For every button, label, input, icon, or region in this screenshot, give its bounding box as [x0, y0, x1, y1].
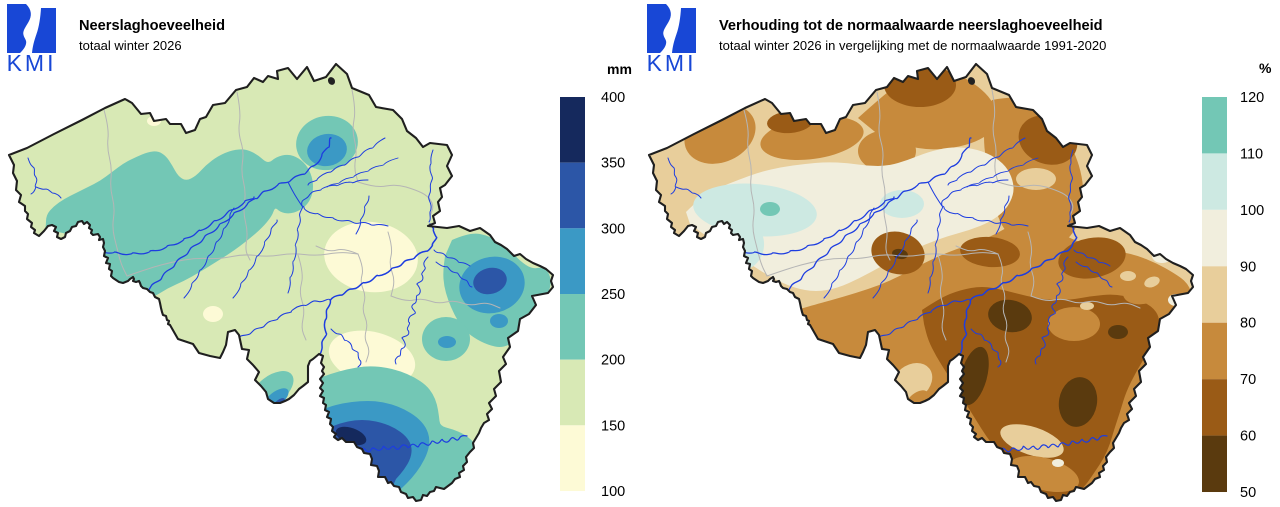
svg-text:400: 400 — [601, 90, 625, 106]
svg-text:totaal winter 2026 in vergelij: totaal winter 2026 in vergelijking met d… — [719, 38, 1106, 53]
svg-text:70: 70 — [1240, 372, 1256, 388]
svg-text:120: 120 — [1240, 90, 1264, 106]
svg-text:mm: mm — [607, 61, 632, 77]
svg-text:150: 150 — [601, 418, 625, 434]
svg-text:%: % — [1259, 60, 1272, 76]
svg-text:80: 80 — [1240, 316, 1256, 332]
svg-text:100: 100 — [601, 484, 625, 500]
svg-text:60: 60 — [1240, 429, 1256, 445]
svg-text:350: 350 — [601, 156, 625, 172]
svg-text:50: 50 — [1240, 485, 1256, 501]
svg-text:100: 100 — [1240, 203, 1264, 219]
svg-text:200: 200 — [601, 353, 625, 369]
svg-text:90: 90 — [1240, 259, 1256, 275]
svg-text:300: 300 — [601, 221, 625, 237]
svg-text:Verhouding tot de normaalwaard: Verhouding tot de normaalwaarde neerslag… — [719, 18, 1103, 34]
svg-text:Neerslaghoeveelheid: Neerslaghoeveelheid — [79, 18, 225, 34]
svg-text:totaal winter 2026: totaal winter 2026 — [79, 38, 182, 53]
svg-text:250: 250 — [601, 287, 625, 303]
svg-text:110: 110 — [1240, 146, 1263, 162]
